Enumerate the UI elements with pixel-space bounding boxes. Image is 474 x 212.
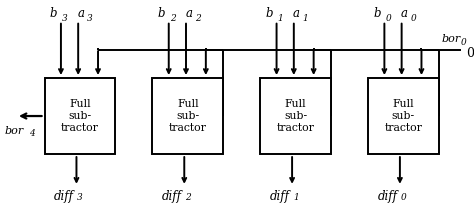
Text: 3: 3	[77, 193, 83, 202]
Text: Full
sub-
tractor: Full sub- tractor	[61, 99, 99, 133]
Bar	[368, 78, 439, 154]
Text: 0: 0	[466, 47, 474, 60]
Text: bor: bor	[5, 126, 24, 136]
Text: 1: 1	[277, 14, 283, 23]
Text: a: a	[293, 7, 300, 20]
Text: 3: 3	[87, 14, 92, 23]
Text: 0: 0	[385, 14, 391, 23]
Bar	[260, 78, 331, 154]
Text: a: a	[401, 7, 408, 20]
Text: b: b	[265, 7, 273, 20]
Text: a: a	[185, 7, 192, 20]
Text: 1: 1	[302, 14, 308, 23]
Bar	[152, 78, 223, 154]
Text: 3: 3	[62, 14, 67, 23]
Text: 2: 2	[185, 193, 191, 202]
Text: 0: 0	[401, 193, 407, 202]
Text: Full
sub-
tractor: Full sub- tractor	[169, 99, 207, 133]
Text: 2: 2	[170, 14, 175, 23]
Text: diff: diff	[270, 190, 290, 203]
Text: 0: 0	[410, 14, 416, 23]
Text: bor: bor	[441, 34, 461, 44]
Text: Full
sub-
tractor: Full sub- tractor	[277, 99, 314, 133]
Text: b: b	[158, 7, 165, 20]
Text: a: a	[77, 7, 84, 20]
Text: diff: diff	[54, 190, 74, 203]
Text: Full
sub-
tractor: Full sub- tractor	[384, 99, 422, 133]
Text: 4: 4	[29, 129, 35, 138]
Text: diff: diff	[162, 190, 182, 203]
Bar	[45, 78, 115, 154]
Text: 2: 2	[195, 14, 201, 23]
Text: b: b	[50, 7, 57, 20]
Text: b: b	[374, 7, 381, 20]
Text: diff: diff	[377, 190, 397, 203]
Text: 0: 0	[460, 38, 466, 47]
Text: 1: 1	[293, 193, 299, 202]
